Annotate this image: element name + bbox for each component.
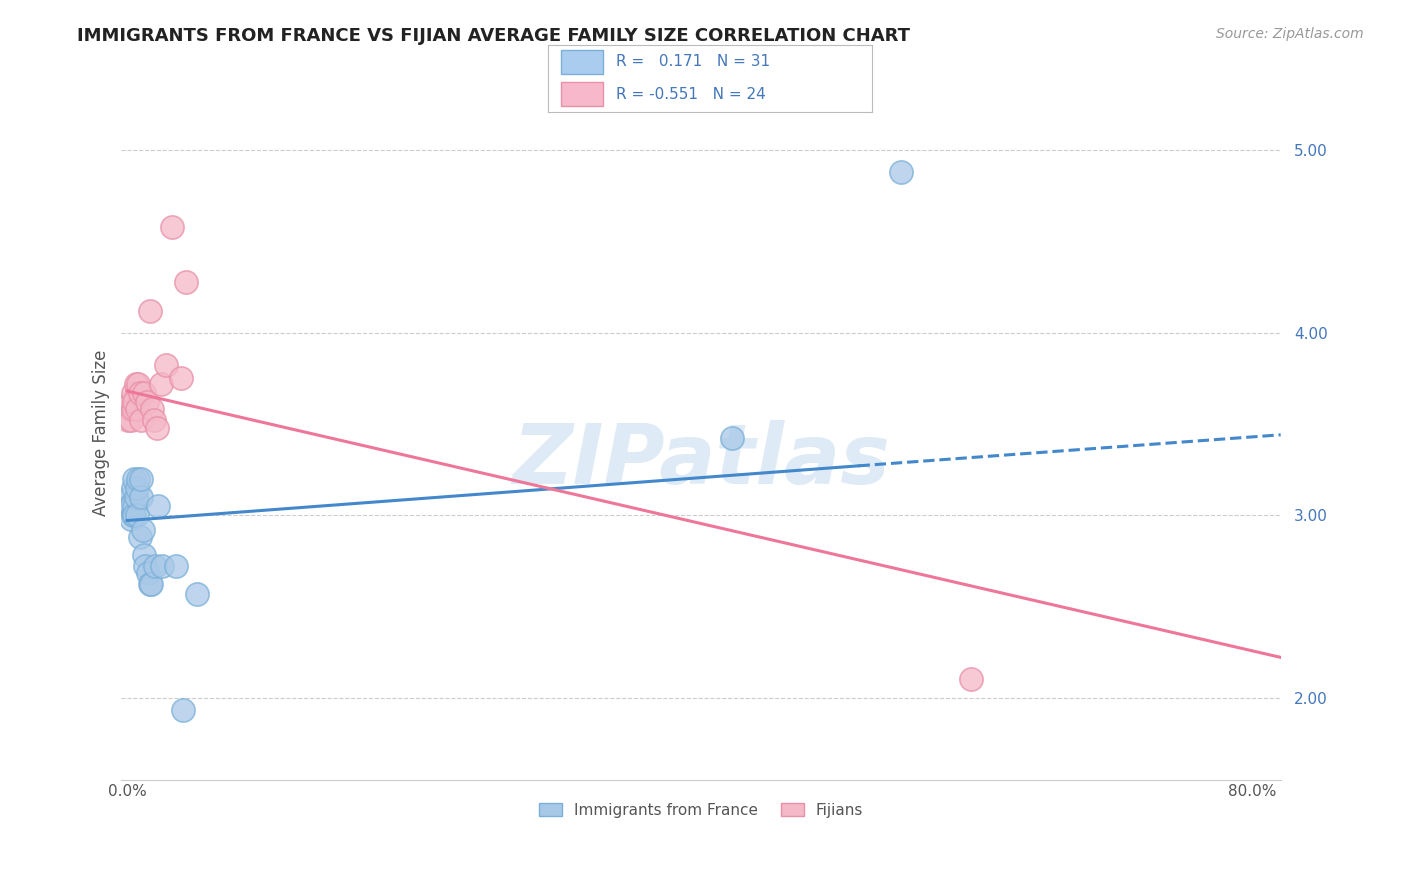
Point [174,275,197,289]
Point [120,395,142,409]
Point [129,490,152,504]
Point [120,512,142,526]
Point [141,402,163,417]
Point [155,359,177,373]
Point [124,376,146,391]
Y-axis label: Average Family Size: Average Family Size [93,350,110,516]
Point [121,508,143,522]
Point [132,548,155,562]
Point [129,413,152,427]
Point [142,413,165,427]
Point [165,559,187,574]
Point [890,165,912,179]
Point [131,523,153,537]
Point [149,376,172,391]
Point [120,413,142,427]
Point [135,395,157,409]
Point [136,566,159,581]
Point [121,385,143,400]
Point [128,530,150,544]
Point [169,371,191,385]
Legend: Immigrants from France, Fijians: Immigrants from France, Fijians [533,797,869,824]
Point [120,499,142,513]
Point [127,376,149,391]
Point [117,499,139,513]
Point [121,402,143,417]
Point [125,508,148,522]
Point [721,432,744,446]
Point [118,499,141,513]
Point [121,481,143,495]
Point [129,472,152,486]
Point [127,472,149,486]
Point [960,673,983,687]
Point [128,385,150,400]
Point [124,490,146,504]
Point [117,413,139,427]
Point [125,481,148,495]
Point [139,577,162,591]
Point [122,472,145,486]
Point [160,219,183,234]
FancyBboxPatch shape [561,50,603,74]
Point [122,395,145,409]
Text: R =   0.171   N = 31: R = 0.171 N = 31 [616,54,770,70]
Text: ZIPatlas: ZIPatlas [512,420,890,501]
Point [122,508,145,522]
Point [186,586,208,600]
Point [118,402,141,417]
Point [132,385,155,400]
Point [122,499,145,513]
Text: IMMIGRANTS FROM FRANCE VS FIJIAN AVERAGE FAMILY SIZE CORRELATION CHART: IMMIGRANTS FROM FRANCE VS FIJIAN AVERAGE… [77,27,910,45]
Point [125,402,148,417]
Point [118,490,141,504]
Point [134,559,156,574]
Text: R = -0.551   N = 24: R = -0.551 N = 24 [616,87,766,102]
Point [172,703,194,717]
Point [150,559,173,574]
Text: Source: ZipAtlas.com: Source: ZipAtlas.com [1216,27,1364,41]
Point [138,577,160,591]
Point [145,420,167,434]
FancyBboxPatch shape [561,82,603,106]
Point [146,499,169,513]
Point [143,559,166,574]
Point [138,303,160,318]
